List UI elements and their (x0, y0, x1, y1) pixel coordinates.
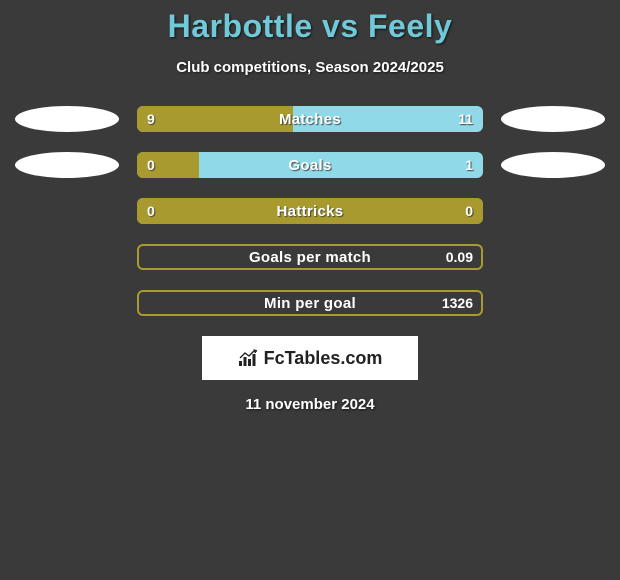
brand-logo-text: FcTables.com (238, 348, 383, 369)
page-title: Harbottle vs Feely (0, 8, 620, 45)
date-label: 11 november 2024 (0, 396, 620, 413)
stat-label: Goals per match (137, 244, 483, 270)
stat-label: Hattricks (137, 198, 483, 224)
player-left-marker (15, 106, 119, 132)
stat-row: Matches9 11 (0, 106, 620, 132)
stat-value-left: 0 (147, 198, 155, 224)
stat-value-right: 0 (465, 198, 473, 224)
stat-bar: Goals0 1 (137, 152, 483, 178)
player-right-marker (501, 152, 605, 178)
stat-value-left: 9 (147, 106, 155, 132)
stat-label: Goals (137, 152, 483, 178)
stat-label: Matches (137, 106, 483, 132)
stat-bar: Min per goal1326 (137, 290, 483, 316)
comparison-widget: Harbottle vs Feely Club competitions, Se… (0, 0, 620, 413)
chart-icon (238, 349, 260, 367)
stat-value-right: 11 (458, 106, 473, 132)
stat-value-left: 0 (147, 152, 155, 178)
stat-row: Goals0 1 (0, 152, 620, 178)
stat-bar: Matches9 11 (137, 106, 483, 132)
stat-bar: Goals per match0.09 (137, 244, 483, 270)
stat-value-right: 1326 (442, 290, 473, 316)
subtitle: Club competitions, Season 2024/2025 (0, 59, 620, 76)
stat-label: Min per goal (137, 290, 483, 316)
stat-rows: Matches911Goals01Hattricks00Goals per ma… (0, 106, 620, 316)
player-right-marker (501, 106, 605, 132)
stat-row: Min per goal1326 (0, 290, 620, 316)
stat-row: Hattricks0 0 (0, 198, 620, 224)
brand-label: FcTables.com (264, 348, 383, 369)
stat-bar: Hattricks0 0 (137, 198, 483, 224)
brand-logo[interactable]: FcTables.com (202, 336, 418, 380)
stat-value-right: 1 (465, 152, 473, 178)
player-left-marker (15, 152, 119, 178)
stat-row: Goals per match0.09 (0, 244, 620, 270)
stat-value-right: 0.09 (446, 244, 473, 270)
